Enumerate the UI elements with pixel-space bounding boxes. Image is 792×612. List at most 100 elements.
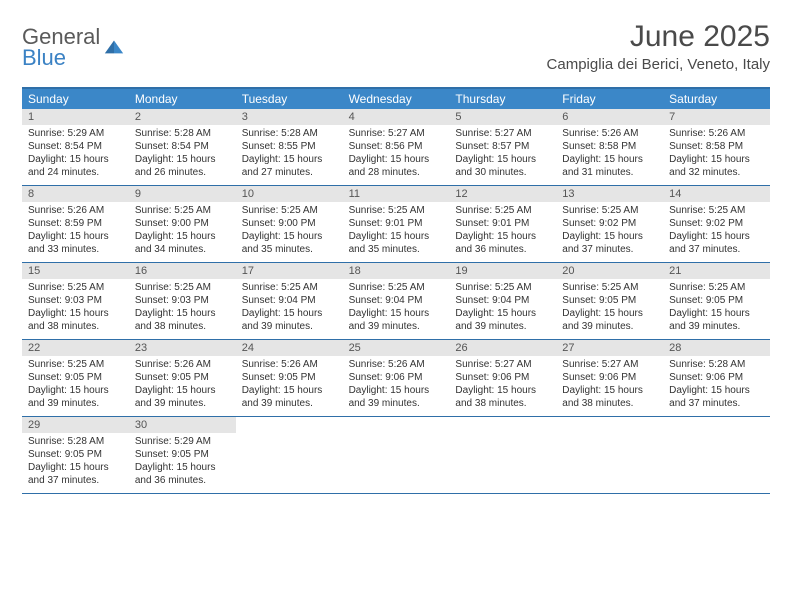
month-title: June 2025 <box>547 20 770 54</box>
date-number: 29 <box>22 417 129 433</box>
daylight-text: and 39 minutes. <box>242 320 337 333</box>
daylight-text: Daylight: 15 hours <box>349 153 444 166</box>
daylight-text: and 38 minutes. <box>562 397 657 410</box>
daylight-text: Daylight: 15 hours <box>242 230 337 243</box>
daylight-text: Daylight: 15 hours <box>349 230 444 243</box>
date-number: 22 <box>22 340 129 356</box>
daylight-text: Daylight: 15 hours <box>562 307 657 320</box>
sunset-text: Sunset: 8:56 PM <box>349 140 444 153</box>
sunset-text: Sunset: 9:06 PM <box>669 371 764 384</box>
daylight-text: and 30 minutes. <box>455 166 550 179</box>
daylight-text: Daylight: 15 hours <box>28 307 123 320</box>
week-row: 15Sunrise: 5:25 AMSunset: 9:03 PMDayligh… <box>22 263 770 340</box>
sunrise-text: Sunrise: 5:26 AM <box>349 358 444 371</box>
sunrise-text: Sunrise: 5:27 AM <box>562 358 657 371</box>
cell-body: Sunrise: 5:28 AMSunset: 9:05 PMDaylight:… <box>22 433 129 493</box>
sunset-text: Sunset: 8:58 PM <box>562 140 657 153</box>
cell-body: Sunrise: 5:26 AMSunset: 8:58 PMDaylight:… <box>556 125 663 185</box>
cell-body: Sunrise: 5:25 AMSunset: 9:03 PMDaylight:… <box>129 279 236 339</box>
date-number: 9 <box>129 186 236 202</box>
calendar-cell: 4Sunrise: 5:27 AMSunset: 8:56 PMDaylight… <box>343 109 450 185</box>
sunset-text: Sunset: 9:02 PM <box>669 217 764 230</box>
cell-body: Sunrise: 5:27 AMSunset: 9:06 PMDaylight:… <box>449 356 556 416</box>
daylight-text: and 37 minutes. <box>562 243 657 256</box>
date-number: 28 <box>663 340 770 356</box>
daylight-text: and 39 minutes. <box>242 397 337 410</box>
date-number: 10 <box>236 186 343 202</box>
header: General Blue June 2025 Campiglia dei Ber… <box>22 20 770 73</box>
title-block: June 2025 Campiglia dei Berici, Veneto, … <box>547 20 770 73</box>
daylight-text: Daylight: 15 hours <box>242 153 337 166</box>
date-number: 12 <box>449 186 556 202</box>
cell-body: Sunrise: 5:26 AMSunset: 8:59 PMDaylight:… <box>22 202 129 262</box>
sunrise-text: Sunrise: 5:25 AM <box>349 281 444 294</box>
sunrise-text: Sunrise: 5:28 AM <box>242 127 337 140</box>
daylight-text: Daylight: 15 hours <box>669 230 764 243</box>
cell-body: Sunrise: 5:25 AMSunset: 9:05 PMDaylight:… <box>663 279 770 339</box>
sunrise-text: Sunrise: 5:28 AM <box>669 358 764 371</box>
calendar-cell: 24Sunrise: 5:26 AMSunset: 9:05 PMDayligh… <box>236 340 343 416</box>
daylight-text: and 35 minutes. <box>349 243 444 256</box>
cell-body: Sunrise: 5:28 AMSunset: 8:55 PMDaylight:… <box>236 125 343 185</box>
sunset-text: Sunset: 9:04 PM <box>455 294 550 307</box>
day-header-tue: Tuesday <box>236 89 343 109</box>
sunrise-text: Sunrise: 5:25 AM <box>349 204 444 217</box>
day-header-fri: Friday <box>556 89 663 109</box>
calendar-cell: 9Sunrise: 5:25 AMSunset: 9:00 PMDaylight… <box>129 186 236 262</box>
daylight-text: and 36 minutes. <box>135 474 230 487</box>
calendar-cell: 14Sunrise: 5:25 AMSunset: 9:02 PMDayligh… <box>663 186 770 262</box>
calendar-cell: 10Sunrise: 5:25 AMSunset: 9:00 PMDayligh… <box>236 186 343 262</box>
sunset-text: Sunset: 8:57 PM <box>455 140 550 153</box>
daylight-text: and 32 minutes. <box>669 166 764 179</box>
date-number: 24 <box>236 340 343 356</box>
date-number: 7 <box>663 109 770 125</box>
day-header-thu: Thursday <box>449 89 556 109</box>
logo-mark-icon <box>103 35 125 57</box>
daylight-text: Daylight: 15 hours <box>669 153 764 166</box>
logo-word-blue: Blue <box>22 47 100 69</box>
daylight-text: and 24 minutes. <box>28 166 123 179</box>
daylight-text: Daylight: 15 hours <box>135 461 230 474</box>
date-number: 21 <box>663 263 770 279</box>
cell-body: Sunrise: 5:25 AMSunset: 9:04 PMDaylight:… <box>343 279 450 339</box>
daylight-text: Daylight: 15 hours <box>135 384 230 397</box>
sunrise-text: Sunrise: 5:25 AM <box>28 281 123 294</box>
sunrise-text: Sunrise: 5:25 AM <box>242 204 337 217</box>
daylight-text: and 39 minutes. <box>455 320 550 333</box>
sunrise-text: Sunrise: 5:25 AM <box>562 204 657 217</box>
daylight-text: Daylight: 15 hours <box>669 307 764 320</box>
sunset-text: Sunset: 9:04 PM <box>349 294 444 307</box>
day-header-wed: Wednesday <box>343 89 450 109</box>
sunset-text: Sunset: 9:06 PM <box>562 371 657 384</box>
sunrise-text: Sunrise: 5:25 AM <box>562 281 657 294</box>
daylight-text: and 35 minutes. <box>242 243 337 256</box>
sunrise-text: Sunrise: 5:26 AM <box>135 358 230 371</box>
date-number: 6 <box>556 109 663 125</box>
calendar-cell: 19Sunrise: 5:25 AMSunset: 9:04 PMDayligh… <box>449 263 556 339</box>
sunrise-text: Sunrise: 5:28 AM <box>135 127 230 140</box>
calendar-cell <box>236 417 343 493</box>
cell-body: Sunrise: 5:28 AMSunset: 9:06 PMDaylight:… <box>663 356 770 416</box>
sunrise-text: Sunrise: 5:27 AM <box>349 127 444 140</box>
daylight-text: and 37 minutes. <box>669 397 764 410</box>
calendar-cell: 15Sunrise: 5:25 AMSunset: 9:03 PMDayligh… <box>22 263 129 339</box>
sunrise-text: Sunrise: 5:29 AM <box>28 127 123 140</box>
cell-body: Sunrise: 5:25 AMSunset: 9:05 PMDaylight:… <box>22 356 129 416</box>
daylight-text: and 39 minutes. <box>349 320 444 333</box>
sunset-text: Sunset: 9:02 PM <box>562 217 657 230</box>
week-row: 8Sunrise: 5:26 AMSunset: 8:59 PMDaylight… <box>22 186 770 263</box>
sunrise-text: Sunrise: 5:26 AM <box>242 358 337 371</box>
cell-body: Sunrise: 5:25 AMSunset: 9:02 PMDaylight:… <box>556 202 663 262</box>
sunrise-text: Sunrise: 5:26 AM <box>28 204 123 217</box>
sunset-text: Sunset: 9:01 PM <box>349 217 444 230</box>
day-header-row: Sunday Monday Tuesday Wednesday Thursday… <box>22 89 770 109</box>
sunrise-text: Sunrise: 5:28 AM <box>28 435 123 448</box>
daylight-text: and 39 minutes. <box>135 397 230 410</box>
calendar-cell: 26Sunrise: 5:27 AMSunset: 9:06 PMDayligh… <box>449 340 556 416</box>
daylight-text: Daylight: 15 hours <box>349 384 444 397</box>
date-number: 19 <box>449 263 556 279</box>
daylight-text: and 34 minutes. <box>135 243 230 256</box>
calendar-cell: 25Sunrise: 5:26 AMSunset: 9:06 PMDayligh… <box>343 340 450 416</box>
sunset-text: Sunset: 9:03 PM <box>28 294 123 307</box>
sunset-text: Sunset: 8:55 PM <box>242 140 337 153</box>
